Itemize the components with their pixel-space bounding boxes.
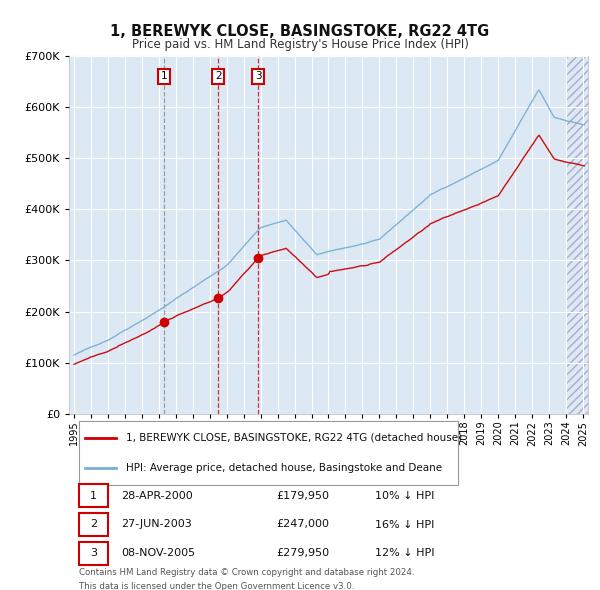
Text: 2: 2 xyxy=(90,519,97,529)
Text: 1: 1 xyxy=(161,71,167,81)
Text: 27-JUN-2003: 27-JUN-2003 xyxy=(121,519,191,529)
Text: This data is licensed under the Open Government Licence v3.0.: This data is licensed under the Open Gov… xyxy=(79,582,355,590)
Text: 16% ↓ HPI: 16% ↓ HPI xyxy=(375,519,434,529)
FancyBboxPatch shape xyxy=(79,513,108,536)
Text: 10% ↓ HPI: 10% ↓ HPI xyxy=(375,490,434,500)
FancyBboxPatch shape xyxy=(79,421,458,486)
Text: 28-APR-2000: 28-APR-2000 xyxy=(121,490,193,500)
Text: 12% ↓ HPI: 12% ↓ HPI xyxy=(375,549,435,559)
Text: 3: 3 xyxy=(255,71,262,81)
Text: 1, BEREWYK CLOSE, BASINGSTOKE, RG22 4TG: 1, BEREWYK CLOSE, BASINGSTOKE, RG22 4TG xyxy=(110,24,490,38)
FancyBboxPatch shape xyxy=(79,484,108,507)
Text: 1: 1 xyxy=(90,490,97,500)
Text: £247,000: £247,000 xyxy=(277,519,329,529)
Text: 3: 3 xyxy=(90,549,97,559)
Text: Contains HM Land Registry data © Crown copyright and database right 2024.: Contains HM Land Registry data © Crown c… xyxy=(79,568,415,577)
Bar xyxy=(566,56,588,414)
Text: HPI: Average price, detached house, Basingstoke and Deane: HPI: Average price, detached house, Basi… xyxy=(126,463,442,473)
Text: £279,950: £279,950 xyxy=(277,549,330,559)
Text: 08-NOV-2005: 08-NOV-2005 xyxy=(121,549,195,559)
Text: Price paid vs. HM Land Registry's House Price Index (HPI): Price paid vs. HM Land Registry's House … xyxy=(131,38,469,51)
Bar xyxy=(566,56,588,414)
Text: £179,950: £179,950 xyxy=(277,490,329,500)
FancyBboxPatch shape xyxy=(79,542,108,565)
Text: 2: 2 xyxy=(215,71,221,81)
Text: 1, BEREWYK CLOSE, BASINGSTOKE, RG22 4TG (detached house): 1, BEREWYK CLOSE, BASINGSTOKE, RG22 4TG … xyxy=(126,432,462,442)
